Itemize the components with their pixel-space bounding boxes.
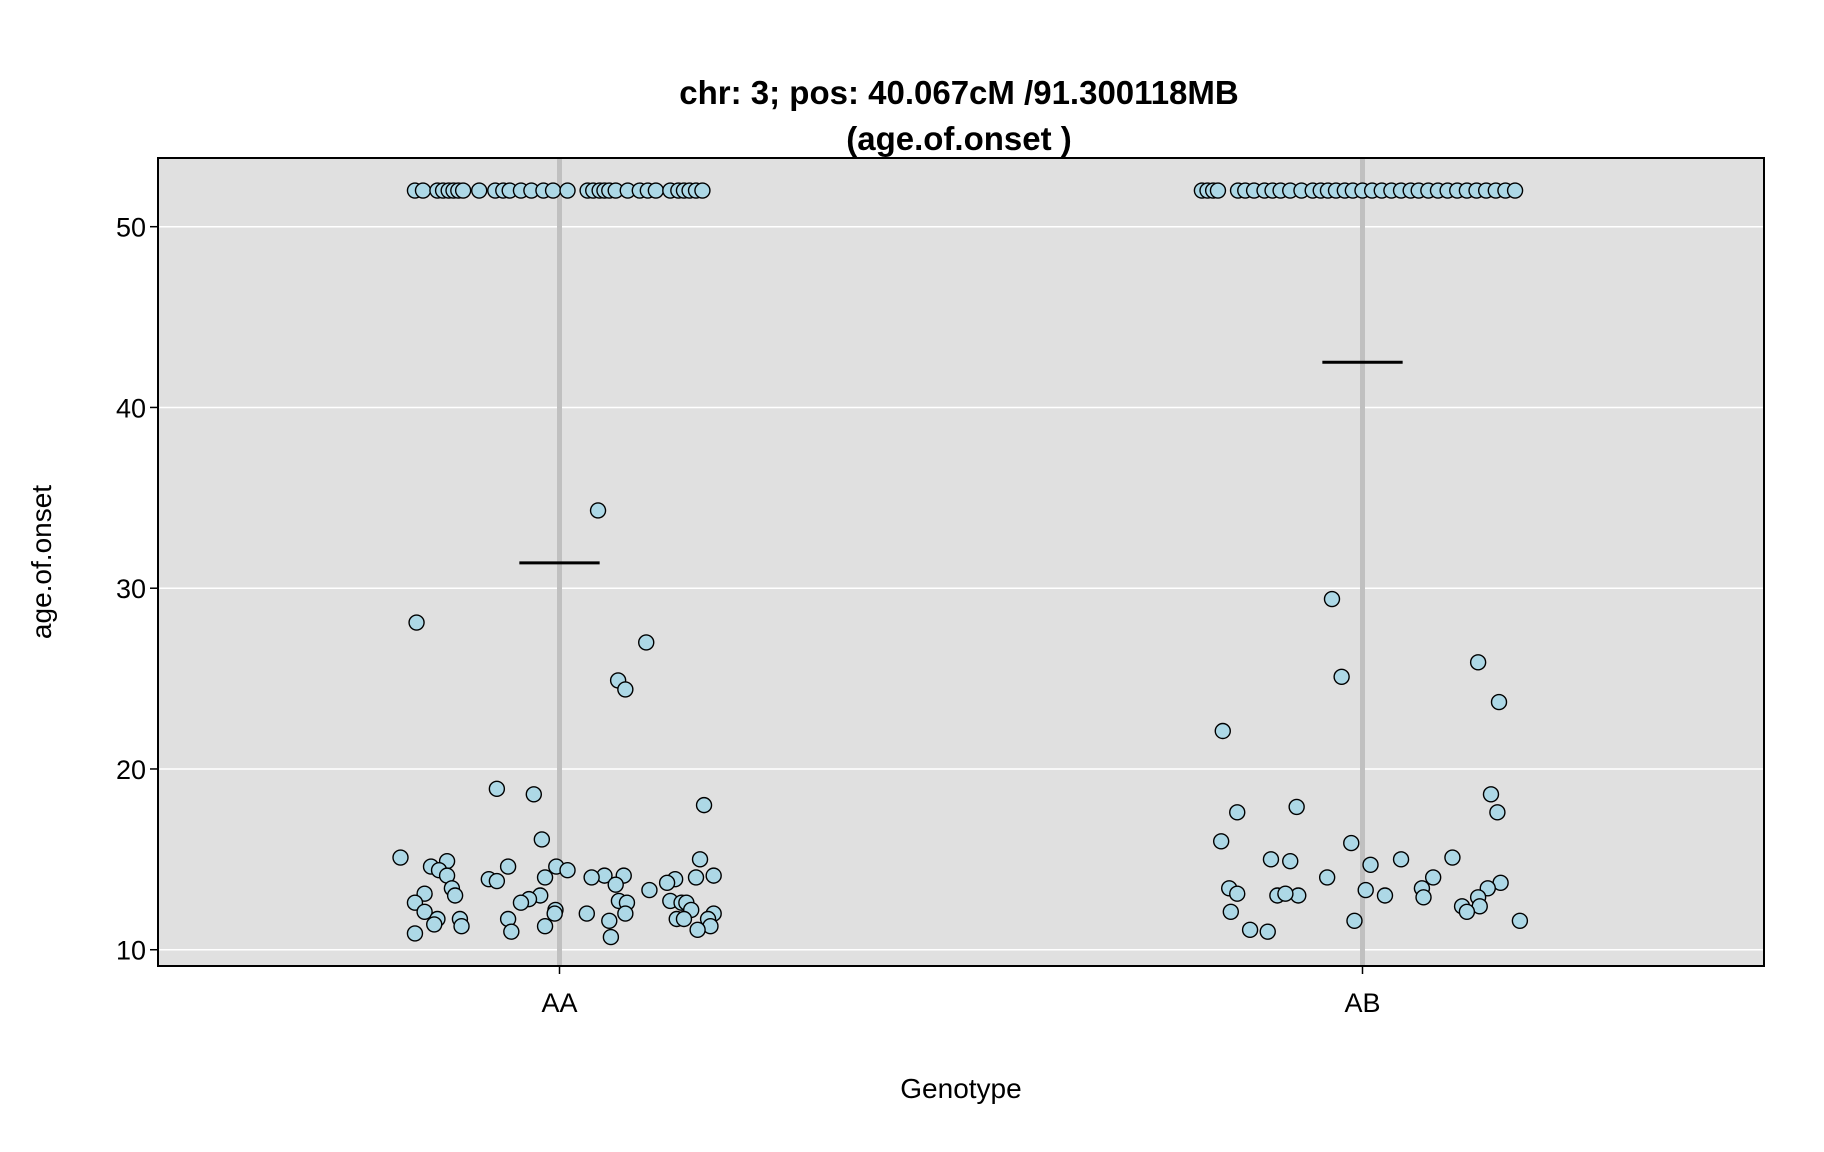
data-point-ab [1222,903,1240,920]
data-point-aa [647,182,665,199]
data-point-aa [559,861,576,879]
data-point-aa [499,858,517,875]
data-point-ab [1333,668,1350,685]
data-point-aa [601,912,618,930]
data-point-aa [617,681,634,698]
data-point-aa [426,916,443,933]
data-point-ab [1392,851,1410,868]
chart-subtitle: (age.of.onset ) [846,120,1072,157]
data-point-aa [454,182,472,199]
data-point-aa [503,923,520,940]
data-point-aa [705,867,722,884]
data-point-aa [607,876,624,893]
x-tick-label-aa: AA [541,988,577,1018]
data-point-aa [583,869,600,886]
data-point-aa [641,881,658,899]
plot-frame [157,157,1765,967]
data-point-ab [1376,887,1394,904]
data-point-aa [578,905,596,922]
data-point-ab [1489,804,1506,821]
data-point-aa [392,849,409,866]
data-point-aa [488,780,506,798]
data-point-aa [695,796,713,814]
data-point-ab [1212,833,1230,850]
data-point-aa [658,874,676,892]
data-point-ab [1209,182,1227,199]
data-point-aa [408,614,425,631]
data-point-aa [589,502,607,519]
data-point-aa [525,786,543,803]
x-axis-ticks: AA AB [541,966,1381,1018]
data-point-aa [488,872,506,890]
gridlines [158,225,1764,951]
data-point-ab [1424,869,1442,886]
data-point-ab [1277,885,1294,902]
data-point-ab [1506,182,1524,199]
x-axis-label: Genotype [900,1073,1021,1104]
y-tick-label: 30 [116,574,146,604]
data-point-ab [1482,786,1500,803]
data-point-aa [536,918,554,935]
data-point-ab [1229,804,1246,821]
data-point-ab [1458,903,1476,920]
y-tick-label: 20 [116,755,146,785]
plot-panel [158,158,1764,966]
data-point-aa [638,634,655,651]
data-point-aa [602,928,620,946]
data-point-aa [533,831,551,848]
data-point-ab [1415,889,1432,906]
data-point-ab [1288,798,1305,816]
data-point-aa [691,851,709,868]
data-point-ab [1229,885,1246,902]
data-point-aa [675,910,693,928]
x-tick-label-ab: AB [1344,988,1380,1018]
data-point-aa [536,869,554,886]
data-point-ab [1323,590,1341,608]
mean-markers [519,360,1403,565]
data-point-aa [559,182,576,199]
data-point-ab [1262,851,1280,868]
data-point-aa [546,905,563,922]
y-tick-label: 40 [116,393,146,423]
y-tick-label: 10 [116,936,146,966]
data-point-ab [1469,654,1487,671]
data-point-aa [689,921,706,939]
data-point-aa [544,182,562,199]
y-axis-label: age.of.onset [26,485,57,639]
data-point-aa [416,903,433,920]
chart-title: chr: 3; pos: 40.067cM /91.300118MB [679,74,1238,111]
data-point-aa [406,925,424,942]
data-points [392,182,1529,946]
data-point-ab [1444,849,1461,866]
data-point-ab [1343,834,1360,852]
data-point-ab [1241,921,1259,939]
data-point-aa [617,905,634,922]
data-point-ab [1490,693,1508,711]
data-point-aa [471,182,488,199]
data-point-ab [1511,912,1529,930]
y-tick-label: 50 [116,213,146,243]
data-point-ab [1346,912,1363,930]
y-axis-ticks: 10 20 30 40 50 [116,213,158,966]
data-point-aa [687,869,705,886]
data-point-ab [1362,856,1379,873]
data-point-ab [1318,869,1336,886]
data-point-ab [1357,881,1374,899]
data-point-aa [446,887,464,904]
data-point-aa [414,182,432,199]
data-point-ab [1282,852,1299,870]
data-point-aa [694,182,711,199]
data-point-ab [1214,722,1231,740]
data-point-ab [1259,923,1276,940]
data-point-aa [453,918,470,935]
data-point-aa [512,894,530,911]
